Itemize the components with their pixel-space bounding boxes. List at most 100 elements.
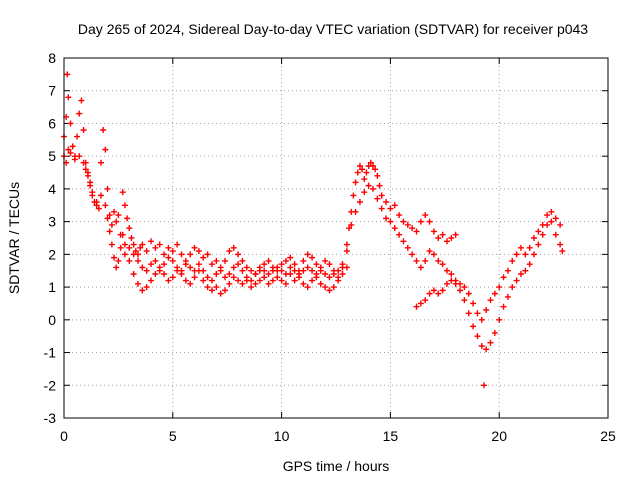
data-point — [213, 284, 220, 291]
data-point — [326, 261, 333, 268]
data-point — [132, 248, 139, 255]
data-point — [374, 172, 381, 179]
data-point — [383, 215, 390, 222]
data-point — [391, 202, 398, 209]
data-point — [222, 287, 229, 294]
data-point — [165, 244, 172, 251]
data-point — [261, 267, 268, 274]
data-point — [65, 146, 72, 153]
data-point — [143, 284, 150, 291]
data-point — [191, 274, 198, 281]
data-point — [557, 241, 564, 248]
data-point — [376, 182, 383, 189]
data-point — [156, 264, 163, 271]
data-point — [309, 277, 316, 284]
data-point — [200, 277, 207, 284]
data-point — [235, 261, 242, 268]
data-point — [230, 244, 237, 251]
y-axis-label: SDTVAR / TECUs — [6, 182, 22, 294]
data-point — [100, 127, 107, 133]
data-point — [313, 271, 320, 277]
data-point — [64, 71, 71, 78]
data-points — [61, 71, 566, 389]
data-point — [148, 238, 155, 245]
data-point — [208, 261, 215, 268]
data-point — [439, 261, 446, 268]
data-point — [400, 218, 407, 225]
data-point — [204, 274, 211, 281]
data-point — [387, 218, 394, 225]
data-point — [435, 235, 442, 241]
y-tick-label: 6 — [48, 115, 56, 131]
data-point — [387, 205, 394, 212]
data-point — [326, 287, 333, 294]
data-point — [134, 280, 141, 287]
data-point — [204, 251, 211, 258]
data-point — [87, 182, 94, 189]
data-point — [369, 185, 376, 192]
data-point — [200, 254, 207, 261]
data-point — [115, 257, 122, 264]
data-point — [182, 277, 189, 284]
data-point — [78, 97, 85, 104]
x-tick-label: 20 — [491, 428, 507, 444]
x-tick-label: 25 — [600, 428, 616, 444]
data-point — [230, 264, 237, 271]
data-point — [330, 271, 337, 277]
data-point — [274, 264, 281, 271]
data-point — [230, 274, 237, 281]
data-point — [465, 290, 472, 297]
data-point — [67, 120, 74, 127]
data-point — [526, 261, 533, 268]
y-tick-label: 4 — [48, 181, 56, 197]
data-point — [208, 287, 215, 294]
data-point — [339, 261, 346, 268]
data-point — [217, 267, 224, 274]
data-point — [195, 248, 202, 255]
data-point — [111, 208, 118, 215]
data-point — [483, 346, 490, 353]
data-point — [343, 241, 350, 248]
data-point — [539, 231, 546, 238]
data-point — [426, 218, 433, 225]
data-point — [330, 284, 337, 291]
x-tick-label: 15 — [383, 428, 399, 444]
data-point — [296, 271, 303, 277]
data-point — [369, 163, 376, 169]
data-point — [89, 192, 96, 199]
y-tick-label: -1 — [44, 345, 57, 361]
data-point — [191, 244, 198, 251]
data-point — [422, 257, 429, 264]
data-point — [552, 231, 559, 238]
data-point — [413, 257, 420, 264]
data-point — [378, 205, 385, 212]
data-point — [291, 267, 298, 274]
data-point — [548, 208, 555, 215]
data-point — [282, 271, 289, 277]
data-point — [261, 274, 268, 281]
data-point — [82, 166, 89, 173]
data-point — [97, 192, 104, 199]
data-point — [300, 257, 307, 264]
data-point — [448, 271, 455, 277]
data-point — [265, 271, 272, 277]
data-point — [365, 182, 372, 189]
x-tick-label: 10 — [274, 428, 290, 444]
data-point — [165, 254, 172, 261]
data-point — [152, 257, 159, 264]
data-point — [161, 251, 168, 258]
data-point — [139, 241, 146, 248]
series-lower-track — [61, 146, 350, 297]
x-tick-label: 5 — [169, 428, 177, 444]
data-point — [278, 261, 285, 268]
data-point — [354, 169, 361, 176]
data-point — [121, 251, 128, 258]
data-point — [522, 251, 529, 258]
data-point — [178, 251, 185, 258]
data-point — [487, 339, 494, 346]
data-point — [317, 267, 324, 274]
data-point — [400, 238, 407, 245]
data-point — [552, 215, 559, 222]
data-point — [261, 261, 268, 268]
data-point — [517, 244, 524, 251]
